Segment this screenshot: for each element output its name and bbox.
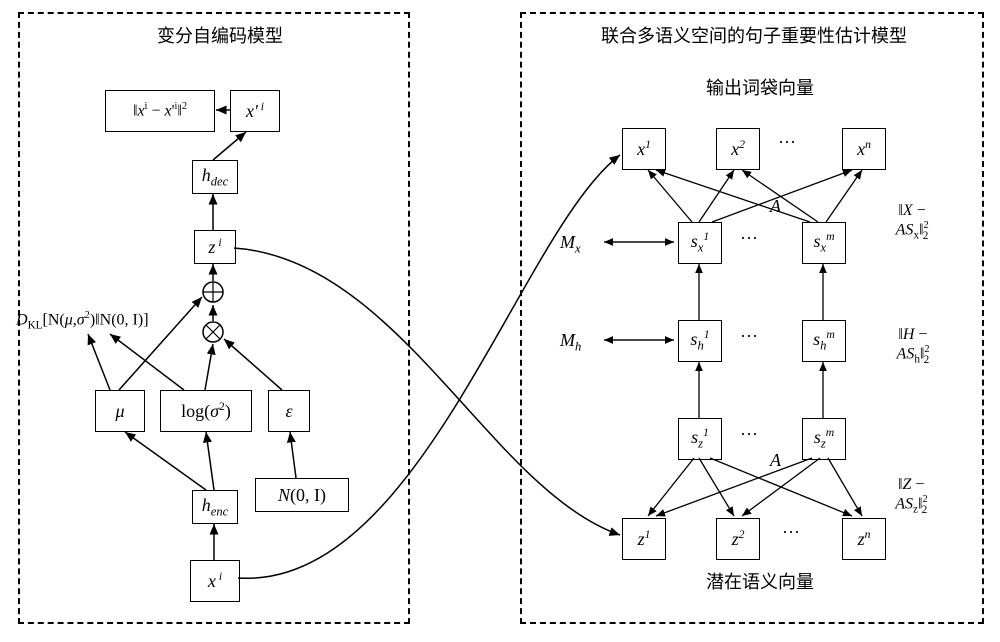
arrow-layer — [0, 0, 1000, 642]
diagram-canvas: 变分自编码模型 联合多语义空间的句子重要性估计模型 输出词袋向量 潜在语义向量 … — [0, 0, 1000, 642]
